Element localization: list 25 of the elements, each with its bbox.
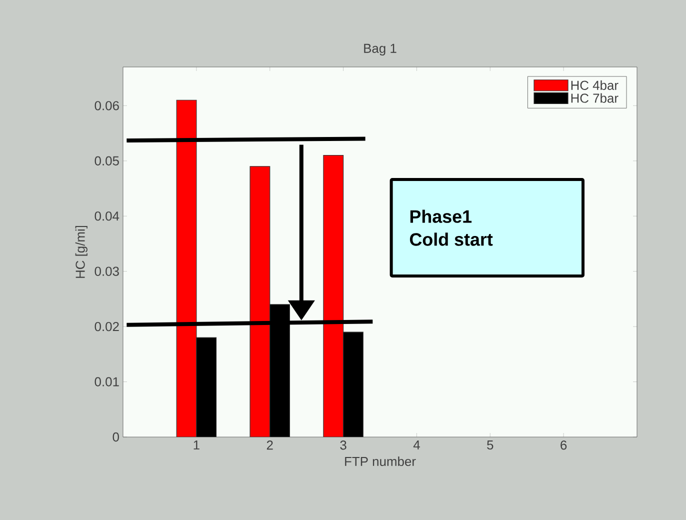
y-tick-label: 0.01 xyxy=(94,377,119,386)
y-tick-label: 0.05 xyxy=(94,156,119,166)
bar xyxy=(323,155,344,437)
y-tick-label: 0.06 xyxy=(94,101,119,110)
legend-label: HC 7bar xyxy=(571,93,618,103)
x-tick-label: 3 xyxy=(340,440,346,450)
y-tick-label: 0.03 xyxy=(94,266,119,276)
x-tick-label: 6 xyxy=(560,440,567,450)
chart-title: Bag 1 xyxy=(364,44,396,56)
x-tick-label: 5 xyxy=(487,440,494,450)
annotation: Phase1 xyxy=(410,210,472,223)
x-tick-label: 2 xyxy=(266,440,273,450)
y-axis-title: HC [g/mi] xyxy=(75,226,88,278)
bar xyxy=(196,337,217,437)
x-axis-title: FTP number xyxy=(345,456,416,466)
legend-label: HC 4bar xyxy=(571,80,618,90)
bar xyxy=(250,166,270,437)
annotation: Cold start xyxy=(410,232,493,246)
bar xyxy=(342,332,364,437)
x-tick-label: 4 xyxy=(413,440,420,450)
y-tick-label: 0.02 xyxy=(94,322,119,332)
y-tick-label: 0.04 xyxy=(94,212,120,221)
x-tick-label: 1 xyxy=(194,440,200,450)
bar xyxy=(176,100,197,437)
y-tick-label: 0 xyxy=(112,432,119,442)
